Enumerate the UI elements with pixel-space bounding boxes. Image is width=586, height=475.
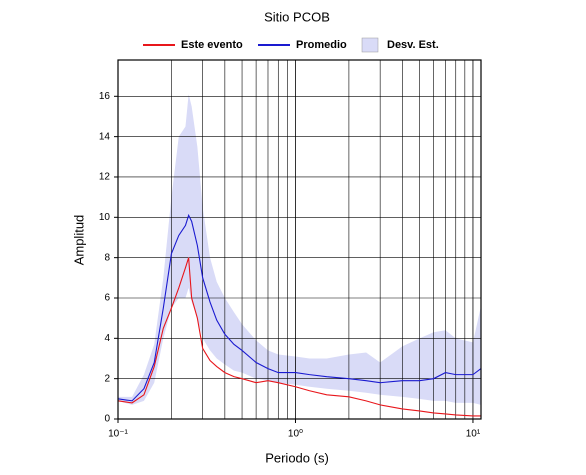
y-tick-label: 2 [104,373,110,384]
y-tick-label: 10 [99,212,111,223]
y-tick-label: 0 [104,414,110,425]
y-tick-label: 4 [104,333,110,344]
std-band [118,94,481,405]
x-tick-label: 10¹ [466,429,481,440]
plot-frame [117,59,482,420]
y-axis-label: Amplitud [71,215,86,266]
y-tick-label: 14 [99,131,111,142]
y-tick-label: 16 [99,91,111,102]
y-tick-label: 6 [104,293,110,304]
chart-title: Sitio PCOB [264,9,330,24]
y-tick-label: 8 [104,252,110,263]
x-tick-label: 10⁻¹ [108,429,128,440]
series-line [117,213,482,402]
legend-label: Este evento [181,39,243,51]
legend-swatch [361,37,379,53]
series-line [117,257,481,417]
y-tick-label: 12 [99,172,111,183]
legend-label: Desv. Est. [387,39,439,51]
x-tick-label: 10⁰ [288,429,303,440]
x-axis-label: Periodo (s) [265,450,329,465]
legend-label: Promedio [296,39,347,51]
